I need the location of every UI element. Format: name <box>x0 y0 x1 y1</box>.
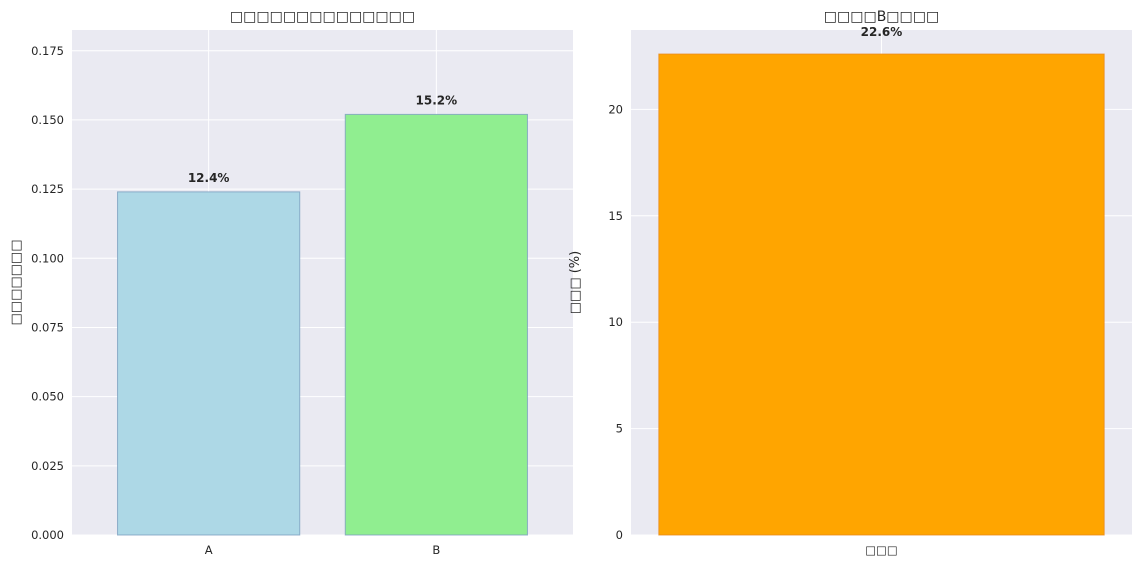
y-tick-label: 0.025 <box>31 459 64 473</box>
y-tick-label: 0.150 <box>31 113 64 127</box>
chart-2: 0 5 10 15 20 22.6% □□□ □□□□B□□□□ □□□ (%) <box>568 9 1132 557</box>
y-axis-label: □□□ (%) <box>568 251 583 314</box>
y-tick-label: 0.050 <box>31 390 64 404</box>
x-tick-label: A <box>205 543 213 557</box>
x-tick-label: B <box>432 543 440 557</box>
bar-A <box>117 191 301 536</box>
chart-title: □□□□□□□□□□□□□□ <box>230 9 415 25</box>
y-tick-label: 0.100 <box>31 251 64 265</box>
y-tick-label: 20 <box>608 102 623 116</box>
y-tick-label: 0.175 <box>31 44 64 58</box>
x-tick-label: □□□ <box>865 543 898 557</box>
y-tick-label: 5 <box>616 422 623 436</box>
y-tick-label: 0.075 <box>31 320 64 334</box>
y-tick-label: 0 <box>616 528 623 542</box>
bar-□□□ <box>658 53 1105 536</box>
chart-1: 0.000 0.025 0.050 0.075 0.100 0.125 0.150 0.175… <box>9 9 573 557</box>
y-tick-label: 10 <box>608 315 623 329</box>
bar-B <box>344 113 528 536</box>
data-label: 22.6% <box>861 25 903 39</box>
y-tick-label: 0.125 <box>31 182 64 196</box>
data-label: 15.2% <box>416 93 458 107</box>
y-tick-label: 0.000 <box>31 528 64 542</box>
chart-title: □□□□B□□□□ <box>824 9 939 25</box>
y-axis-label: □□□□□□□ <box>9 240 24 326</box>
y-tick-label: 15 <box>608 209 623 223</box>
data-label: 12.4% <box>188 171 230 185</box>
